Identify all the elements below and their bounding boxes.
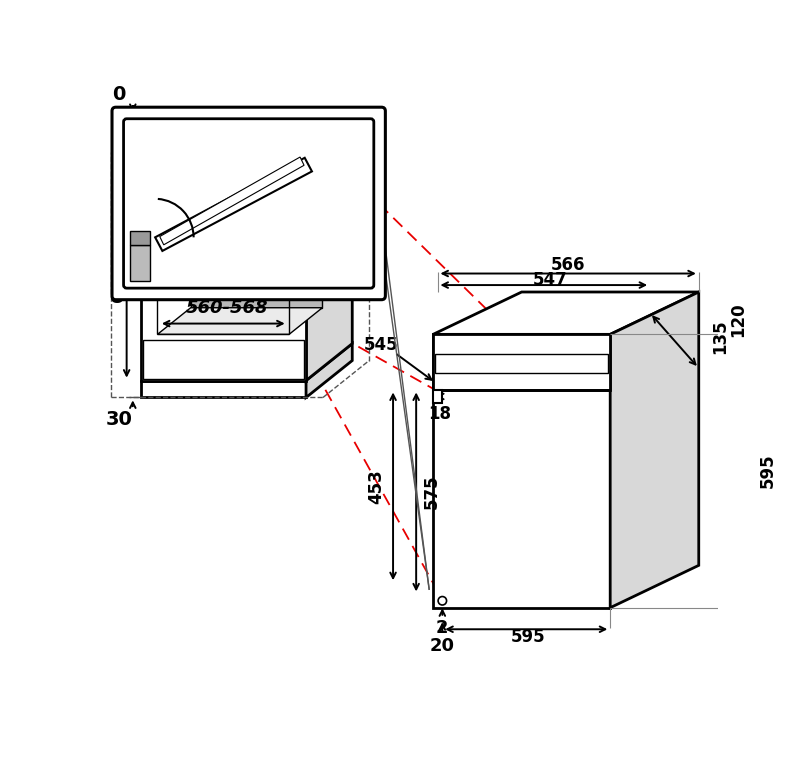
Polygon shape <box>160 157 304 245</box>
Bar <box>433 334 610 389</box>
Text: 0: 0 <box>238 208 250 226</box>
Text: 595: 595 <box>510 628 545 646</box>
Text: 18: 18 <box>428 405 450 423</box>
Text: 453: 453 <box>367 469 386 503</box>
Polygon shape <box>141 380 306 398</box>
Text: 0: 0 <box>112 86 126 104</box>
Text: 566: 566 <box>551 256 586 274</box>
Text: 595: 595 <box>759 454 777 488</box>
Text: 575: 575 <box>422 474 440 509</box>
FancyBboxPatch shape <box>123 119 374 288</box>
Polygon shape <box>141 116 352 154</box>
Text: 89°: 89° <box>175 186 210 204</box>
Polygon shape <box>433 389 442 403</box>
Polygon shape <box>306 343 352 398</box>
Circle shape <box>438 597 446 605</box>
Text: 545: 545 <box>363 336 398 354</box>
Text: 4: 4 <box>349 278 362 296</box>
Text: 550: 550 <box>204 208 250 228</box>
Text: 120: 120 <box>730 302 747 337</box>
Polygon shape <box>130 231 150 245</box>
Polygon shape <box>610 292 698 607</box>
Polygon shape <box>190 148 322 308</box>
Polygon shape <box>143 340 304 379</box>
Polygon shape <box>141 154 306 380</box>
Text: 135: 135 <box>711 320 729 354</box>
Text: 2: 2 <box>436 619 449 637</box>
Bar <box>433 334 610 607</box>
Text: 547: 547 <box>533 271 567 288</box>
Polygon shape <box>306 116 352 380</box>
Text: 450: 450 <box>216 112 250 130</box>
Polygon shape <box>433 292 698 334</box>
Polygon shape <box>155 158 312 251</box>
Polygon shape <box>130 245 150 282</box>
Text: 560-568: 560-568 <box>186 299 268 317</box>
Bar <box>435 353 608 373</box>
Text: 600-601: 600-601 <box>111 232 126 302</box>
FancyBboxPatch shape <box>112 107 386 300</box>
Text: 20: 20 <box>430 637 455 655</box>
Polygon shape <box>158 308 322 334</box>
Text: 30: 30 <box>106 409 132 428</box>
